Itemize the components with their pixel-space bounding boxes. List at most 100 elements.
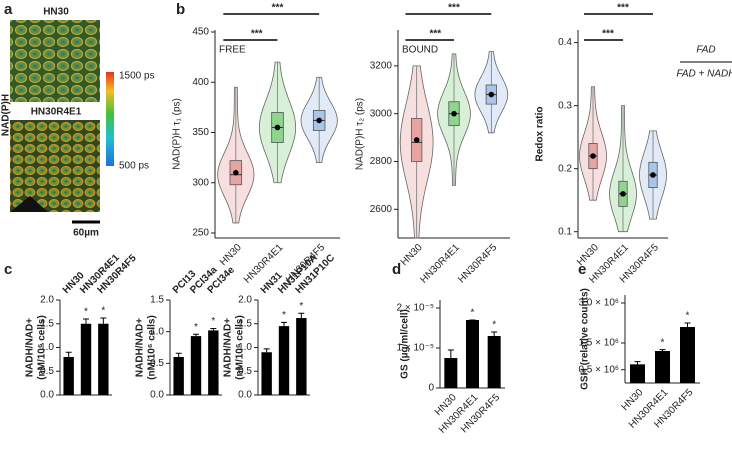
significance-label: *** [602,29,614,40]
y-tick-label: 2.0 [40,295,54,306]
y-axis-label: (nM/10⁶ cells) [37,315,48,380]
y-axis-label: NADH/NAD+ [135,318,146,377]
x-tick-label: HN30R4E1 [418,242,462,286]
x-tick-label: HN30 [218,242,244,268]
error-bar [176,353,182,357]
significance-marker: * [492,320,496,331]
significance-marker: * [686,311,690,322]
microscopy-image [10,20,100,102]
y-axis-label: NAD(P)H τ₁ (ps) [172,98,183,170]
significance-marker: * [661,337,665,348]
mean [650,172,656,178]
significance-marker: * [299,301,303,312]
mean [451,111,457,117]
error-bar [281,322,287,326]
mean [414,137,420,143]
panel-letter: c [4,261,12,278]
colorbar-label: 1500 ps [119,71,155,82]
y-tick-label: 3200 [370,61,393,72]
y-axis-label: Redox ratio [535,106,546,161]
y-tick-label: 0.3 [558,100,572,111]
y-axis-label: GS (µg/ml/cell) [400,309,411,379]
y-tick-label: 3000 [370,108,393,119]
bar [208,330,218,395]
error-bar [83,319,89,324]
y-tick-label: 0.4 [558,37,572,48]
error-bar [210,329,216,331]
y-tick-label: 2800 [370,156,393,167]
image-title: HN30R4E1 [31,107,82,118]
significance-marker: * [471,308,475,319]
error-bar [66,352,72,357]
panel-letter: b [176,1,185,18]
y-tick-label: 0.2 [558,163,572,174]
mean [620,191,626,197]
y-tick-label: 350 [192,127,209,138]
y-tick-label: 250 [192,228,209,239]
y-tick-label: 2600 [370,204,393,215]
error-bar [298,313,304,318]
y-tick-label: 450 [192,27,209,38]
y-axis-label: NAD(P)H τ₂ (ps) [355,98,366,170]
error-bar [685,323,691,327]
y-axis-label: GSH (relative counts) [580,288,591,390]
significance-label: *** [617,3,629,14]
bar [466,320,479,388]
bar [279,326,289,395]
formula-numerator: FAD [696,45,715,56]
y-axis-label: NADH/NAD+ [25,318,36,377]
significance-marker: * [101,306,105,317]
error-bar [193,334,199,336]
significance-marker: * [211,316,215,327]
image-title: HN30 [43,7,69,18]
significance-marker: * [282,310,286,321]
mean [275,125,281,131]
panel-letter: d [392,261,401,278]
significance-label: *** [251,29,263,40]
mean [590,153,596,159]
y-tick-label: 2.0 [238,295,252,306]
bar [444,358,457,388]
channel-label: NAD(P)H [1,94,12,136]
bar [191,336,201,395]
error-bar [448,350,454,358]
annotation: BOUND [402,45,438,56]
panel-letter: a [4,1,13,18]
error-bar [660,350,666,351]
scale-bar-label: 60µm [73,228,99,239]
formula-denominator: FAD + NADH [677,69,732,80]
error-bar [491,332,497,336]
x-tick-label: HN30R4F5 [456,242,499,285]
significance-marker: * [84,307,88,318]
colorbar [106,72,114,166]
mean [489,92,495,98]
bar [81,324,91,395]
y-tick-label: 1.5 [150,295,164,306]
x-tick-label: HN30 [575,242,601,268]
bar [488,336,501,388]
bar [680,327,695,383]
bar [655,351,670,383]
y-tick-label: 400 [192,77,209,88]
x-tick-label: HN30 [399,242,425,268]
error-bar [264,349,270,352]
significance-marker: * [194,322,198,333]
y-tick-label: 0.0 [150,390,164,401]
bar [261,352,271,395]
y-axis-label: (nM/10⁶ cells) [235,315,246,380]
bar [173,357,183,395]
bar [630,364,645,383]
annotation: FREE [219,45,246,56]
error-bar [100,318,106,324]
colorbar-label: 500 ps [119,161,149,172]
bar [296,318,306,395]
significance-label: *** [272,3,284,14]
significance-label: *** [448,3,460,14]
y-tick-label: 0.0 [238,390,252,401]
y-tick-label: 0 [428,383,434,394]
microscopy-image [10,120,100,212]
y-tick-label: 0.0 [40,390,54,401]
y-tick-label: 300 [192,177,209,188]
mean [233,170,239,176]
y-tick-label: 0.1 [558,226,572,237]
